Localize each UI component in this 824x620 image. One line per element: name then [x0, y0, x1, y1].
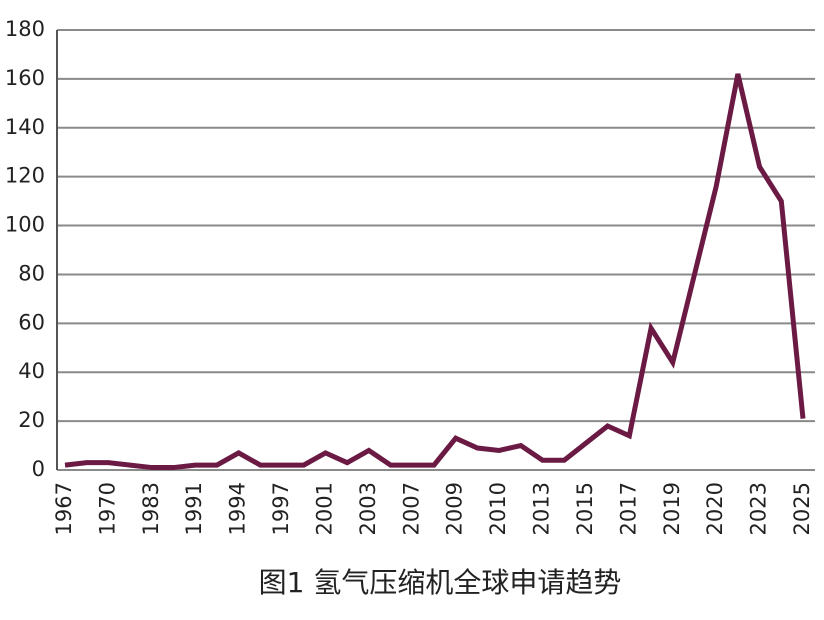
x-tick-label: 2019	[660, 482, 684, 535]
x-tick-label: 2010	[486, 482, 510, 535]
y-tick-label: 180	[5, 17, 45, 41]
x-tick-label: 2009	[443, 482, 467, 535]
x-tick-label: 2001	[312, 482, 336, 535]
x-tick-label: 2020	[703, 482, 727, 535]
chart-title: 图1 氢气压缩机全球申请趋势	[259, 566, 622, 599]
x-tick-label: 1983	[139, 482, 163, 535]
y-tick-label: 140	[5, 115, 45, 139]
y-tick-label: 120	[5, 164, 45, 188]
data-line	[64, 73, 806, 471]
x-tick-label: 1991	[182, 482, 206, 535]
y-tick-label: 40	[18, 359, 45, 383]
x-tick-label: 2025	[790, 482, 814, 535]
y-tick-label: 20	[18, 408, 45, 432]
x-tick-label: 2015	[573, 482, 597, 535]
y-tick-label: 80	[18, 261, 45, 285]
x-tick-label: 2003	[356, 482, 380, 535]
x-tick-label: 1997	[269, 482, 293, 535]
x-tick-label: 1970	[95, 482, 119, 535]
x-tick-label: 2017	[616, 482, 640, 535]
y-tick-label: 60	[18, 310, 45, 334]
x-tick-label: 2023	[747, 482, 771, 535]
x-tick-label: 2013	[530, 482, 554, 535]
x-tick-label: 1994	[226, 482, 250, 535]
x-tick-label: 2007	[399, 482, 423, 535]
y-tick-label: 100	[5, 213, 45, 237]
y-tick-label: 0	[32, 457, 45, 481]
y-tick-label: 160	[5, 66, 45, 90]
x-tick-label: 1967	[52, 482, 76, 535]
